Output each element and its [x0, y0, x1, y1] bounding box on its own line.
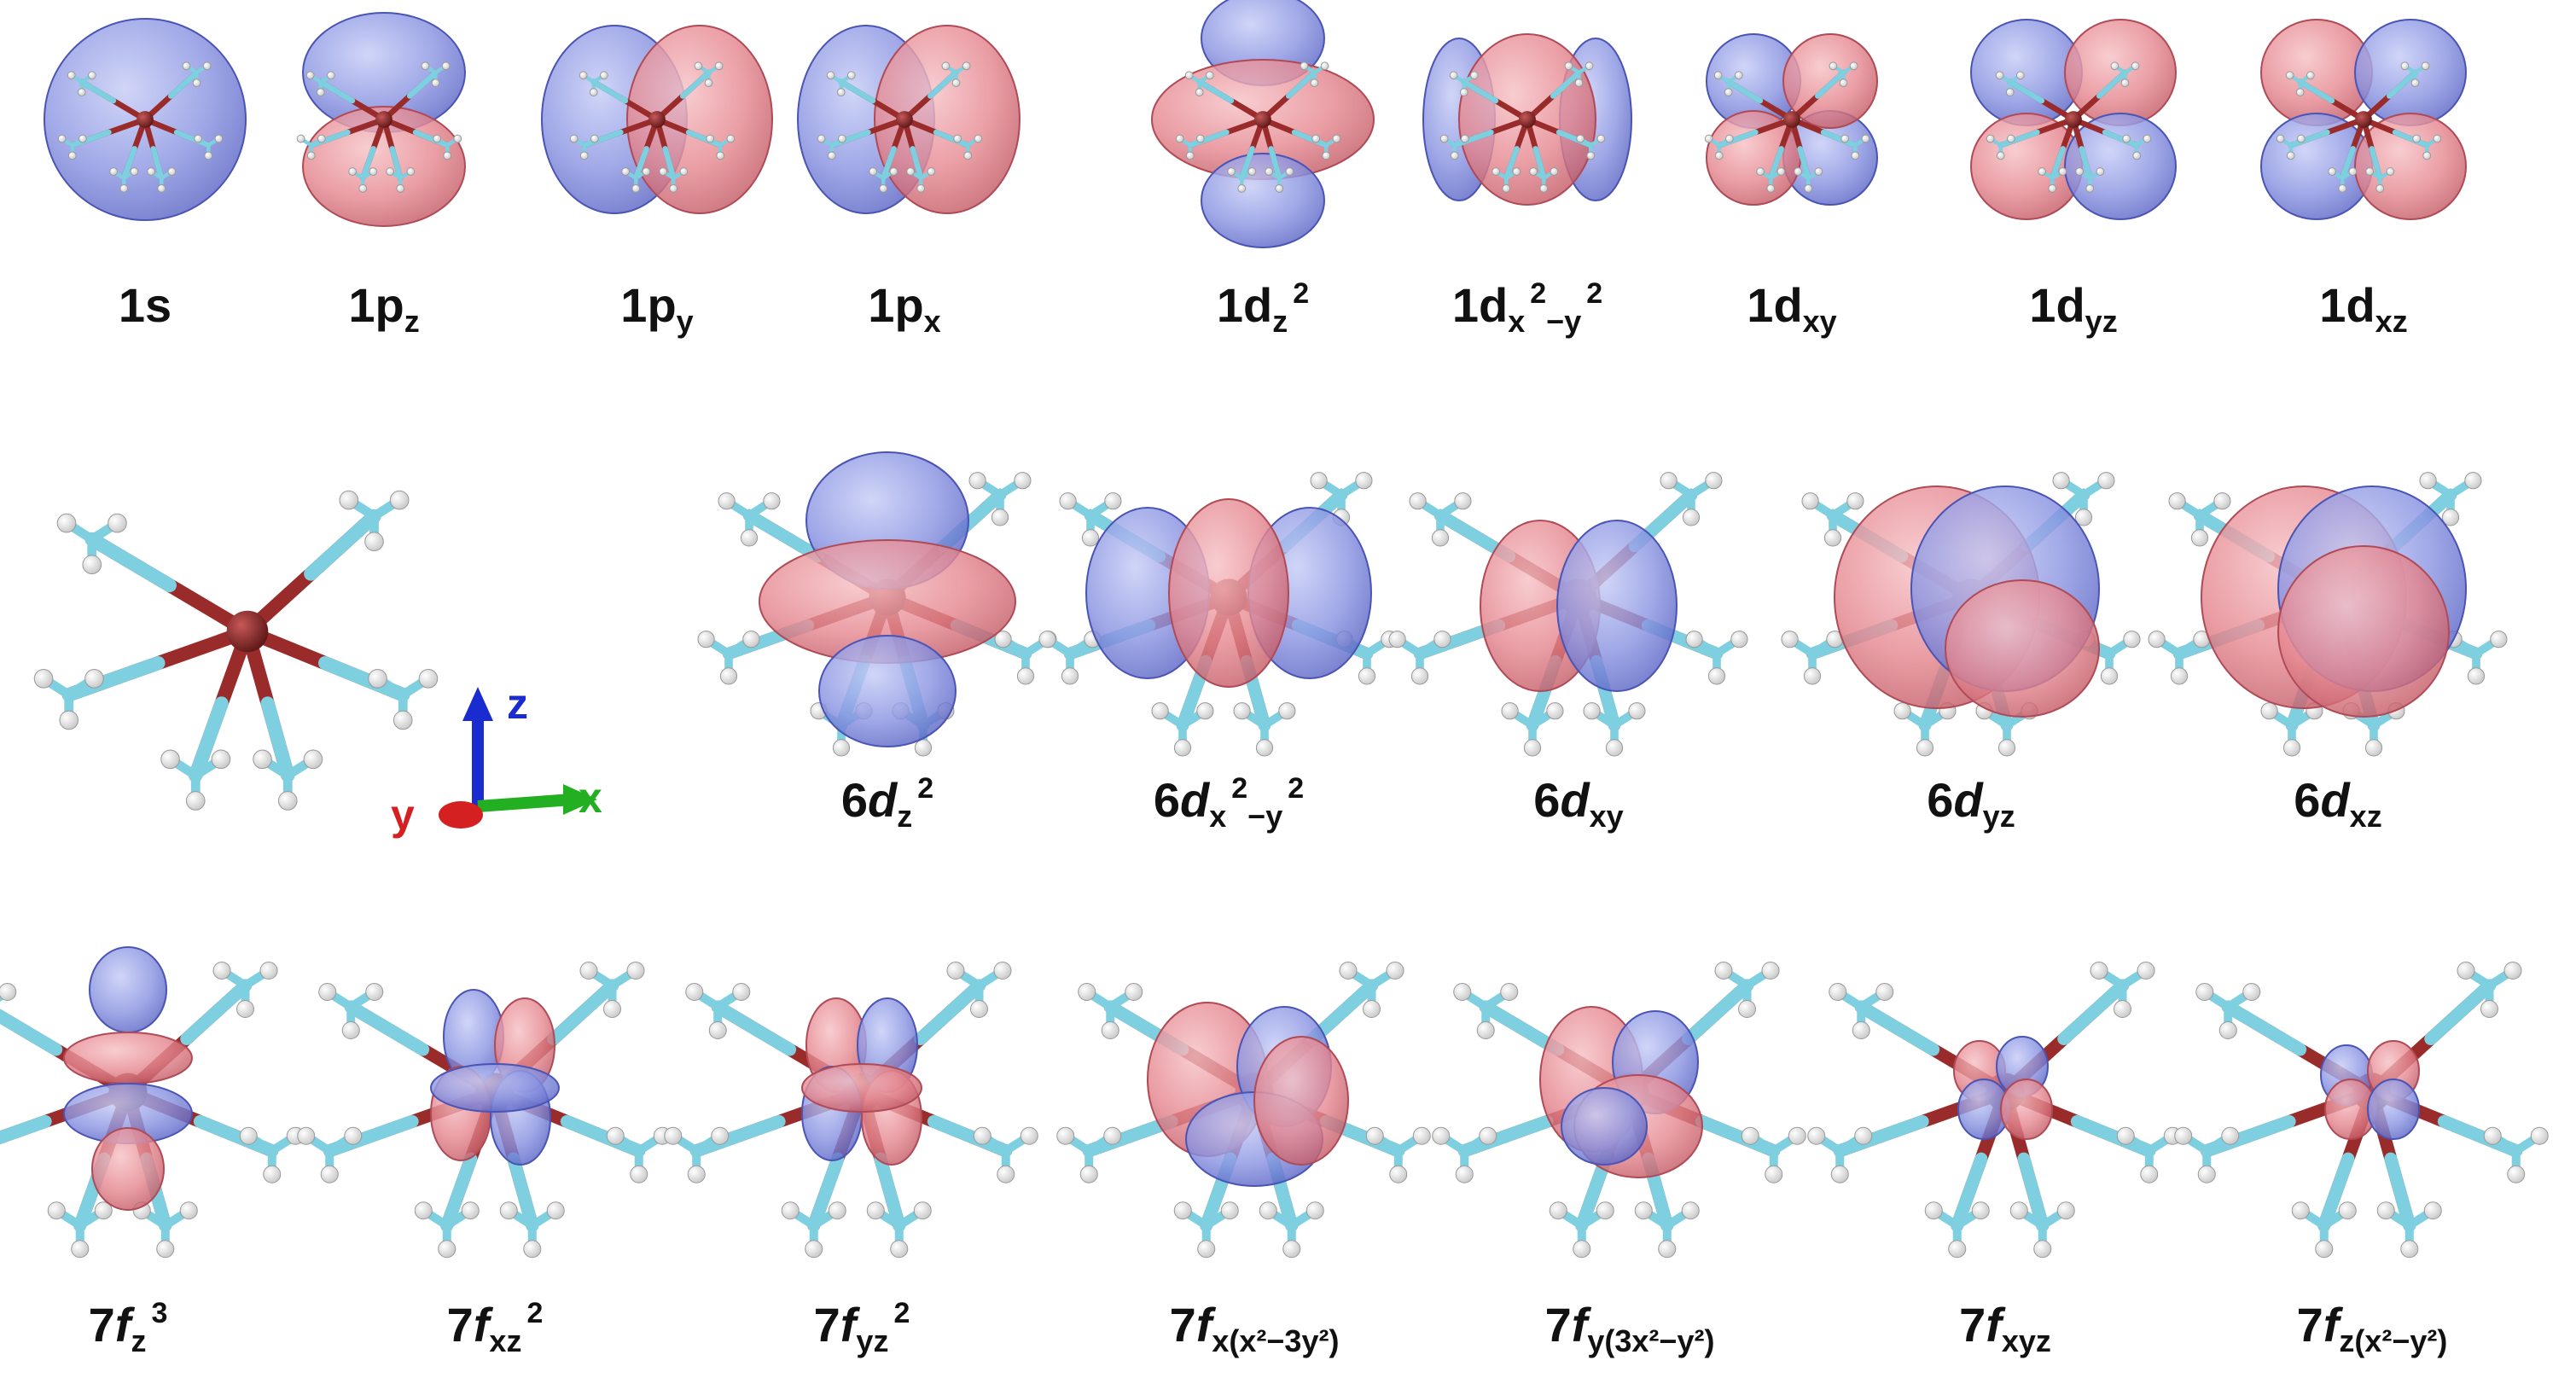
- orbital-1-5: [1422, 33, 1632, 206]
- axis-label-z: z: [507, 680, 528, 728]
- orbital-label-2-1: 7fxz2: [446, 1297, 544, 1358]
- orbital-7f-6: [2174, 962, 2549, 1259]
- axis-label-y: y: [391, 791, 415, 839]
- orbital-label-2-3: 7fx(x²−3y²): [1169, 1298, 1340, 1358]
- orbital-1-7: [1970, 19, 2177, 220]
- orbital-7f-4: [1432, 962, 1806, 1259]
- orbital-label-1-2: 6dxy: [1533, 773, 1624, 834]
- orbital-label-2-0: 7fz3: [88, 1297, 168, 1358]
- orbital-1-1: [296, 12, 466, 227]
- molecule-structure: [33, 490, 439, 811]
- orbital-1-0: [44, 18, 247, 221]
- orbital-1-4: [1151, 0, 1375, 248]
- orbital-7f-1: [297, 962, 672, 1259]
- orbital-label-1-0: 6dz2: [840, 772, 934, 834]
- orbital-label-0-8: 1dxz: [2319, 278, 2408, 339]
- orbital-label-0-4: 1dz2: [1216, 277, 1310, 339]
- orbital-label-1-3: 6dyz: [1927, 773, 2015, 834]
- orbital-6d-4: [2148, 472, 2508, 757]
- axis-label-x: x: [579, 774, 602, 822]
- orbital-7f-3: [1056, 962, 1431, 1259]
- orbital-label-0-6: 1dxy: [1747, 278, 1837, 339]
- orbital-label-0-5: 1dx2−y2: [1451, 277, 1603, 339]
- orbital-7f-0: [0, 946, 305, 1259]
- orbital-label-0-2: 1py: [620, 278, 694, 339]
- orbital-label-2-4: 7fy(3x²−y²): [1544, 1298, 1715, 1358]
- orbital-6d-1: [1038, 472, 1398, 757]
- orbital-1-3: [797, 25, 1021, 214]
- orbital-1-8: [2260, 19, 2467, 220]
- orbital-label-2-5: 7fxyz: [1959, 1298, 2051, 1358]
- orbital-1-6: [1704, 33, 1878, 206]
- coordinate-axes: [439, 687, 597, 829]
- orbital-7f-2: [664, 962, 1038, 1259]
- orbital-label-2-6: 7fz(x²−y²): [2296, 1298, 2448, 1358]
- orbital-label-0-3: 1px: [868, 278, 941, 339]
- orbital-label-0-0: 1s: [118, 278, 172, 332]
- orbital-label-0-1: 1pz: [348, 278, 420, 339]
- orbital-label-1-4: 6dxz: [2294, 773, 2382, 834]
- orbital-label-0-7: 1dyz: [2029, 278, 2118, 339]
- orbital-6d-2: [1388, 472, 1748, 757]
- orbital-label-1-1: 6dx2−y2: [1153, 772, 1305, 834]
- orbital-6d-0: [697, 451, 1057, 757]
- orbital-7f-5: [1807, 962, 2182, 1259]
- orbital-label-2-2: 7fyz2: [813, 1297, 910, 1358]
- orbital-6d-3: [1781, 472, 2141, 757]
- orbital-1-2: [541, 25, 773, 214]
